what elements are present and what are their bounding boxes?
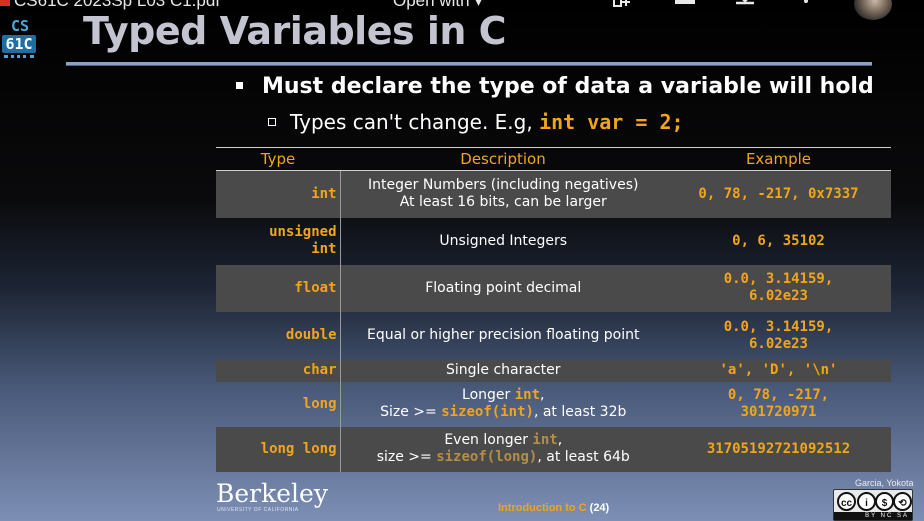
type-cell: unsigned int [216, 218, 340, 265]
berkeley-logo: Berkeley [216, 479, 328, 508]
cc-license-badge: cc i $ ⟲ BY NC SA [833, 489, 913, 521]
print-icon[interactable] [672, 0, 698, 14]
title-divider [66, 62, 872, 65]
cc-by-icon: i [857, 492, 876, 511]
header-example: Example [666, 147, 891, 171]
logo-line-cs: CS [10, 17, 30, 35]
description-text: size >= [376, 449, 437, 465]
bullet-sub: Types can't change. E.g, int var = 2; [268, 110, 684, 134]
square-bullet-icon [236, 81, 243, 89]
description-text: , at least 64b [537, 449, 630, 465]
example-line: 301720971 [740, 404, 817, 420]
description-cell: Integer Numbers (including negatives) At… [339, 170, 666, 218]
bullet-main: Must declare the type of data a variable… [236, 74, 874, 99]
header-type: Type [216, 147, 340, 171]
cc-sa-icon: ⟲ [893, 492, 912, 511]
example-cell: 0, 78, -217, 0x7337 [666, 170, 891, 218]
description-text: Longer [462, 387, 515, 403]
description-text: , at least 32b [533, 404, 627, 420]
description-line: At least 16 bits, can be larger [399, 194, 607, 211]
description-cell: Equal or higher precision floating point [339, 311, 666, 360]
description-text: , [557, 432, 563, 448]
bullet-sub-code: int var = 2; [539, 110, 684, 134]
hollow-square-bullet-icon [268, 117, 276, 126]
author-credit: Garcia, Yokota [855, 478, 914, 488]
description-code: sizeof(int) [441, 404, 534, 420]
description-code: sizeof(long) [436, 449, 538, 465]
course-name: Introduction to C [498, 502, 587, 514]
description-code: int [532, 432, 558, 448]
logo-line-61c: 61C [2, 35, 36, 53]
table-row: long Longer int, Size >= sizeof(int), at… [216, 381, 891, 427]
description-cell: Unsigned Integers [339, 217, 666, 265]
example-cell: 0, 6, 35102 [732, 232, 825, 249]
example-line: 0, 78, -217, [727, 387, 830, 403]
example-line: 6.02e23 [748, 288, 808, 304]
type-line: int [311, 241, 337, 257]
example-cell: 0, 78, -217, 301720971 [666, 382, 891, 427]
type-cell: int [216, 170, 340, 218]
description-line: Even longer int, [341, 432, 667, 449]
viewer-toolbar: CS61C 2023Sp L03 C1.pdf Open with ▾ [0, 0, 924, 20]
types-table: Type Description Example int Integer Num… [216, 147, 891, 472]
table-row: float Floating point decimal 0.0, 3.1415… [216, 264, 891, 312]
cc-icon: cc [837, 492, 856, 511]
table-row: long long Even longer int, size >= sizeo… [216, 426, 891, 472]
license-label: BY NC SA [834, 512, 912, 520]
type-line: unsigned [269, 224, 337, 240]
description-cell: Even longer int, size >= sizeof(long), a… [339, 426, 667, 472]
example-cell: 'a', 'D', '\n' [666, 359, 891, 382]
bullet-main-text: Must declare the type of data a variable… [262, 74, 874, 99]
cs61c-logo: CS 61C [2, 18, 38, 62]
open-with-button[interactable]: Open with ▾ [393, 0, 483, 10]
logo-dots [4, 55, 34, 61]
type-cell: long long [216, 426, 340, 472]
berkeley-subtitle: UNIVERSITY OF CALIFORNIA [217, 507, 299, 513]
description-text: Even longer [444, 432, 533, 448]
type-cell: long [302, 395, 337, 412]
more-options-icon[interactable] [793, 0, 819, 14]
description-line: Longer int, [341, 387, 667, 404]
user-avatar[interactable] [854, 0, 892, 20]
description-line: size >= sizeof(long), at least 64b [341, 449, 667, 466]
description-line: Size >= sizeof(int), at least 32b [341, 404, 667, 421]
page-number: (24) [589, 502, 610, 514]
description-cell: Floating point decimal [339, 264, 666, 312]
description-cell: Single character [339, 359, 666, 382]
table-row: int Integer Numbers (including negatives… [216, 170, 891, 218]
table-row: double Equal or higher precision floatin… [216, 311, 891, 360]
example-cell: 31705192721092512 [666, 426, 891, 472]
description-text: , [540, 387, 545, 403]
type-cell: float [216, 264, 340, 312]
type-cell: char [216, 359, 340, 382]
slide-title: Typed Variables in C [83, 9, 507, 53]
type-cell: double [285, 327, 337, 343]
footer-course: Introduction to C (24) [498, 502, 609, 514]
description-text: Size >= [380, 404, 442, 420]
table-header-row: Type Description Example [216, 147, 891, 171]
description-cell: Longer int, Size >= sizeof(int), at leas… [339, 381, 667, 427]
file-name[interactable]: CS61C 2023Sp L03 C1.pdf [14, 0, 221, 10]
example-line: 6.02e23 [748, 335, 808, 352]
example-line: 0.0, 3.14159, [723, 318, 834, 335]
header-description: Description [340, 147, 666, 171]
description-code: int [514, 387, 541, 403]
example-cell: 0.0, 3.14159, 6.02e23 [666, 312, 891, 360]
cc-nc-icon: $ [875, 492, 894, 511]
pdf-file-icon [0, 0, 10, 6]
table-row: char Single character 'a', 'D', '\n' [216, 359, 891, 382]
table-row: unsigned int Unsigned Integers 0, 6, 351… [216, 217, 891, 265]
bullet-sub-text: Types can't change. E.g, [290, 110, 540, 134]
example-cell: 0.0, 3.14159, 6.02e23 [666, 264, 891, 312]
description-line: Integer Numbers (including negatives) [368, 177, 639, 194]
download-icon[interactable] [732, 0, 758, 14]
example-line: 0.0, 3.14159, [723, 271, 834, 287]
add-to-drive-icon[interactable] [610, 0, 636, 14]
